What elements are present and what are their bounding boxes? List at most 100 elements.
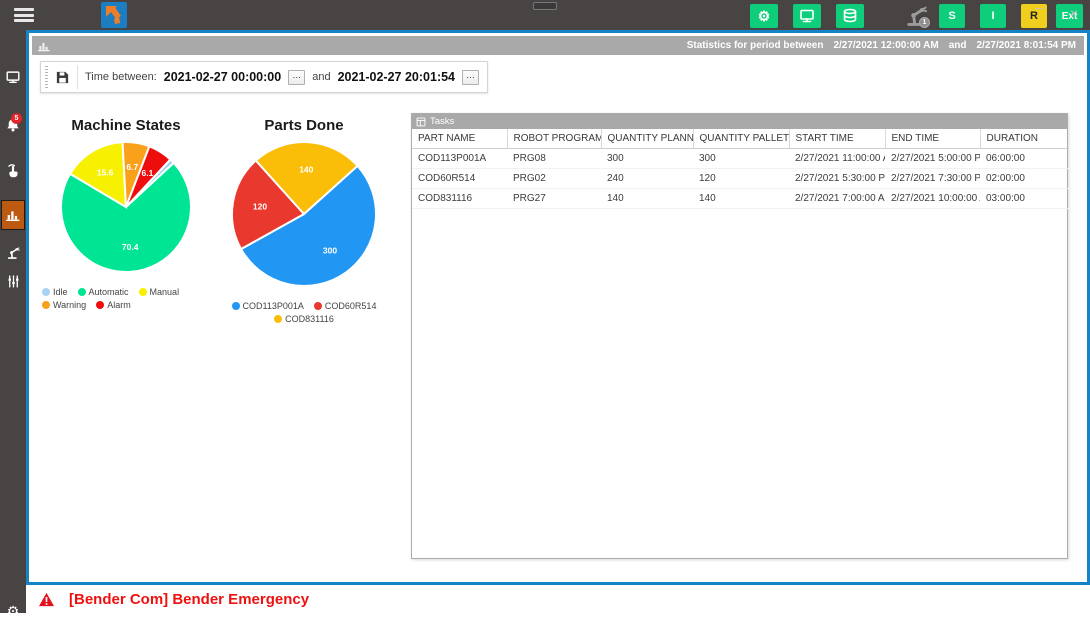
pie-value-label: 70.4 xyxy=(122,242,139,252)
sidebar-item-alarms[interactable]: 5 xyxy=(0,112,26,140)
status-message: [Bender Com] Bender Emergency xyxy=(69,590,310,608)
legend-dot xyxy=(138,288,147,296)
display-button[interactable] xyxy=(793,4,821,28)
robot-count-badge: 1 xyxy=(919,17,930,28)
save-icon[interactable] xyxy=(55,70,70,85)
parts-done-chart: Parts Done 300 120 140 COD113P001A COD60R51… xyxy=(209,117,399,324)
column-header[interactable]: QUANTITY PALLETTIZED xyxy=(693,129,790,149)
table-cell: 06:00:00 xyxy=(980,148,1069,169)
pie-value-label: 6.7 xyxy=(126,162,138,172)
legend-label: Alarm xyxy=(107,300,131,310)
column-header[interactable]: PART NAME xyxy=(412,129,508,149)
sidebar-item-robot[interactable] xyxy=(0,240,26,266)
time-filter-toolbar: Time between: 2021-02-27 00:00:00 … and … xyxy=(40,61,489,93)
sidebar-item-monitor[interactable] xyxy=(0,64,26,90)
settings-button[interactable]: ⚙ xyxy=(750,4,778,28)
and-label: and xyxy=(312,71,331,83)
table-cell: 02:00:00 xyxy=(980,168,1069,189)
legend-item: Idle xyxy=(42,287,68,297)
tasks-panel-titlebar: Tasks xyxy=(412,114,1067,129)
close-button[interactable]: × xyxy=(1070,5,1079,21)
legend-item: Alarm xyxy=(96,300,131,310)
time-to-picker-button[interactable]: … xyxy=(462,69,480,85)
column-header[interactable]: DURATION xyxy=(980,129,1069,149)
statistics-page-header: Statistics for period between 2/27/2021 … xyxy=(32,36,1084,55)
header-period-to: 2/27/2021 8:01:54 PM xyxy=(976,40,1076,51)
sliders-icon xyxy=(8,274,18,288)
table-cell: PRG08 xyxy=(507,148,601,169)
statistics-page: Statistics for period between 2/27/2021 … xyxy=(26,30,1090,585)
pie-value-label: 120 xyxy=(253,202,267,212)
pie-slice-COD60R514 xyxy=(231,159,306,251)
legend-dot xyxy=(77,288,86,296)
toolbar-grip[interactable] xyxy=(45,66,48,88)
top-window-bar: ⚙ 1 S I R Ext – × xyxy=(0,0,1090,30)
tasks-table-body: COD113P001A PRG08 300 300 2/27/2021 11:00:00… xyxy=(412,148,1069,209)
mode-ext-button[interactable]: Ext xyxy=(1056,4,1083,28)
table-cell: 2/27/2021 11:00:00 AM xyxy=(789,148,885,169)
legend-dot xyxy=(313,302,322,310)
legend-label: COD113P001A xyxy=(242,301,304,311)
database-button[interactable] xyxy=(836,4,864,28)
legend-item: COD831116 xyxy=(274,314,334,324)
legend-label: Manual xyxy=(149,287,180,297)
column-header[interactable]: START TIME xyxy=(789,129,886,149)
header-and-label: and xyxy=(948,40,967,51)
monitor-icon xyxy=(800,9,814,23)
time-from-field[interactable]: 2021-02-27 00:00:00 xyxy=(163,70,282,84)
sidebar-item-manual-control[interactable] xyxy=(0,158,26,184)
menu-button[interactable] xyxy=(14,8,34,22)
table-cell: COD113P001A xyxy=(412,148,507,169)
mode-r-button[interactable]: R xyxy=(1021,4,1047,28)
table-cell: 2/27/2021 5:00:00 PM xyxy=(885,148,980,169)
table-cell: 300 xyxy=(601,148,693,169)
alarm-count-badge: 5 xyxy=(11,112,22,124)
legend-dot xyxy=(42,288,50,296)
robot-status-indicator[interactable]: 1 xyxy=(901,4,935,28)
header-period-label: Statistics for period between xyxy=(686,40,824,51)
time-to-field[interactable]: 2021-02-27 20:01:54 xyxy=(337,70,456,84)
pie-slice-Automatic xyxy=(60,161,192,273)
parts-done-legend: COD113P001A COD60R514 COD831116 xyxy=(209,301,399,324)
monitor-icon xyxy=(6,71,20,84)
tasks-panel: Tasks PART NAME ROBOT PROGRAM QUANTITY PLA… xyxy=(411,113,1069,559)
minimize-button[interactable]: – xyxy=(1036,0,1044,15)
legend-label: Automatic xyxy=(88,287,129,297)
logo-arrow-icon xyxy=(106,6,121,24)
table-cell: PRG27 xyxy=(507,188,601,209)
machine-states-chart: Machine States 70.4 15.6 6.7 6.1 Idle Automa… xyxy=(41,117,211,310)
column-header[interactable]: END TIME xyxy=(885,129,981,149)
pie-value-label: 6.1 xyxy=(141,168,153,178)
table-row[interactable]: COD831116 PRG27 140 140 2/27/2021 7:00:00 AM… xyxy=(412,188,1069,209)
legend-item: Manual xyxy=(138,287,180,297)
table-row[interactable]: COD113P001A PRG08 300 300 2/27/2021 11:00:00… xyxy=(412,148,1069,169)
warning-triangle-icon xyxy=(39,592,54,606)
table-cell: 2/27/2021 7:30:00 PM xyxy=(885,168,980,189)
touch-hand-icon xyxy=(8,164,18,178)
pie-value-label: 140 xyxy=(299,164,313,174)
table-row[interactable]: COD60R514 PRG02 240 120 2/27/2021 5:30:00 PM… xyxy=(412,168,1069,189)
table-cell: 03:00:00 xyxy=(980,188,1069,209)
sidebar-item-parameters[interactable] xyxy=(0,268,26,294)
time-from-picker-button[interactable]: … xyxy=(288,69,306,85)
toolbar-separator xyxy=(77,65,78,89)
pie-value-label: 300 xyxy=(323,245,337,255)
legend-dot xyxy=(42,301,50,309)
mode-s-button[interactable]: S xyxy=(939,4,965,28)
mode-i-button[interactable]: I xyxy=(980,4,1006,28)
pie-slice-Alarm xyxy=(125,145,172,208)
legend-item: COD113P001A xyxy=(231,301,304,311)
column-header[interactable]: QUANTITY PLANNED xyxy=(601,129,694,149)
sidebar-item-statistics[interactable] xyxy=(1,200,25,230)
column-header[interactable]: ROBOT PROGRAM xyxy=(507,129,602,149)
window-drag-handle[interactable] xyxy=(533,2,557,10)
chart-title: Machine States xyxy=(71,117,181,134)
machine-states-legend: Idle Automatic Manual Warning Alarm xyxy=(42,287,210,310)
table-cell: 2/27/2021 10:00:00 AM xyxy=(885,188,980,209)
database-icon xyxy=(843,8,857,23)
table-cell: COD60R514 xyxy=(412,168,507,189)
table-cell: 140 xyxy=(601,188,693,209)
legend-label: COD60R514 xyxy=(324,301,377,311)
settings-gear-button[interactable]: ⚙ xyxy=(0,598,26,624)
